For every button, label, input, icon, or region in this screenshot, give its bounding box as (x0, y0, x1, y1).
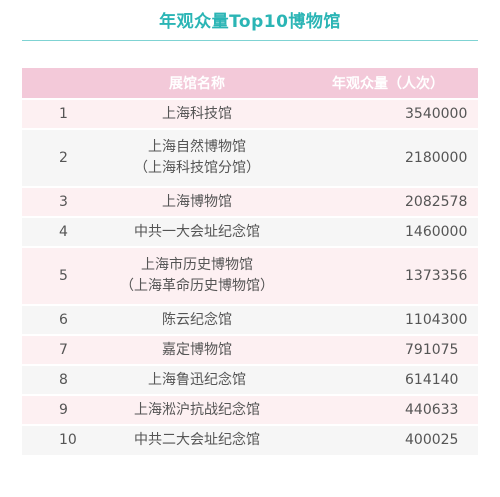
museum-name-line: 上海淞沪抗战纪念馆 (134, 401, 260, 418)
museum-name-cell: 上海鲁迅纪念馆 (96, 365, 298, 395)
table-body: 1 上海科技馆 3540000 2 上海自然博物馆 （上海科技馆分馆） 2180000 3 上海… (22, 99, 478, 455)
visitor-count-cell: 400025 (405, 432, 459, 448)
rank-cell: 7 (59, 341, 68, 358)
museum-name-cell: 上海博物馆 (96, 187, 298, 217)
museum-name-cell: 上海科技馆 (96, 99, 298, 129)
header-name: 展馆名称 (169, 76, 225, 92)
museum-name-line: 陈云纪念馆 (162, 311, 232, 328)
visitor-count-cell: 2082578 (405, 193, 468, 210)
table-header-row: 展馆名称 年观众量（人次） (22, 68, 478, 99)
rank-cell: 2 (59, 149, 68, 166)
visitor-count-cell: 440633 (405, 401, 459, 418)
museum-name-line: 上海自然博物馆 (148, 139, 246, 155)
museum-name-line: 上海鲁迅纪念馆 (148, 371, 246, 388)
chart-title: 年观众量Top10博物馆 (159, 12, 341, 32)
rank-cell: 10 (59, 432, 77, 448)
rank-cell: 9 (59, 401, 68, 418)
rank-cell: 6 (59, 311, 68, 328)
visitor-count-cell: 3540000 (405, 105, 468, 122)
table-row: 10 中共二大会址纪念馆 400025 (22, 425, 478, 455)
museum-name-cell: 上海市历史博物馆 （上海革命历史博物馆） (96, 247, 298, 305)
header-rank (22, 68, 96, 99)
table-row: 9 上海淞沪抗战纪念馆 440633 (22, 395, 478, 425)
header-value: 年观众量（人次） (332, 76, 444, 92)
museum-name-line: 上海市历史博物馆 (141, 257, 253, 273)
table-row: 6 陈云纪念馆 1104300 (22, 305, 478, 335)
museum-name-cell: 中共二大会址纪念馆 (96, 425, 298, 455)
museum-name-line: 上海博物馆 (162, 193, 232, 210)
museum-name-cell: 陈云纪念馆 (96, 305, 298, 335)
museum-name-line: 中共二大会址纪念馆 (134, 432, 260, 448)
visitor-count-cell: 614140 (405, 371, 459, 388)
rank-cell: 5 (59, 267, 68, 284)
table-row: 4 中共一大会址纪念馆 1460000 (22, 217, 478, 247)
museum-name-line: 上海科技馆 (162, 105, 232, 122)
museum-name-cell: 上海自然博物馆 （上海科技馆分馆） (96, 129, 298, 187)
museum-name-line: （上海科技馆分馆） (134, 160, 260, 176)
rank-cell: 3 (59, 193, 68, 210)
visitor-count-cell: 1373356 (405, 267, 468, 284)
table-row: 3 上海博物馆 2082578 (22, 187, 478, 217)
rank-cell: 8 (59, 371, 68, 388)
museum-name-cell: 嘉定博物馆 (96, 335, 298, 365)
visitor-count-cell: 1104300 (405, 311, 468, 328)
ranking-table: 展馆名称 年观众量（人次） 1 上海科技馆 3540000 2 上海自然博物馆 （上海科技… (22, 68, 478, 455)
museum-name-line: 中共一大会址纪念馆 (134, 223, 260, 240)
museum-name-cell: 上海淞沪抗战纪念馆 (96, 395, 298, 425)
visitor-count-cell: 1460000 (405, 223, 468, 240)
table-row: 1 上海科技馆 3540000 (22, 99, 478, 129)
visitor-count-cell: 2180000 (405, 149, 468, 166)
title-divider (22, 40, 478, 41)
table-row: 2 上海自然博物馆 （上海科技馆分馆） 2180000 (22, 129, 478, 187)
visitor-count-cell: 791075 (405, 341, 459, 358)
museum-name-line: （上海革命历史博物馆） (120, 278, 274, 294)
rank-cell: 4 (59, 223, 68, 240)
table-row: 5 上海市历史博物馆 （上海革命历史博物馆） 1373356 (22, 247, 478, 305)
table-row: 7 嘉定博物馆 791075 (22, 335, 478, 365)
museum-name-cell: 中共一大会址纪念馆 (96, 217, 298, 247)
museum-name-line: 嘉定博物馆 (162, 341, 232, 358)
rank-cell: 1 (59, 105, 68, 122)
table-row: 8 上海鲁迅纪念馆 614140 (22, 365, 478, 395)
